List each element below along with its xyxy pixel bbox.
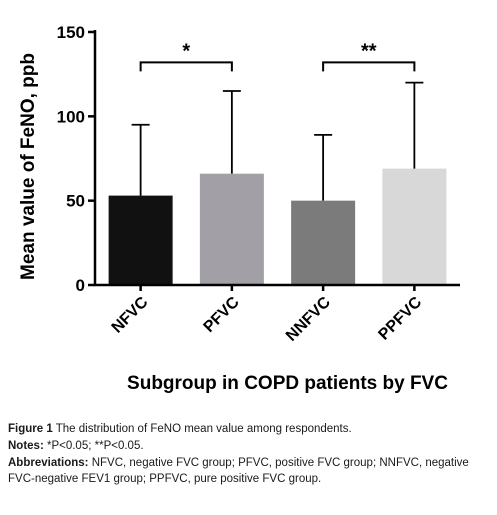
notes-label: Notes:: [8, 440, 44, 452]
significance-bracket: [139, 61, 233, 72]
figure-caption: Figure 1 The distribution of FeNO mean v…: [8, 421, 492, 437]
figure-text: The distribution of FeNO mean value amon…: [55, 423, 352, 435]
bar-ppfvc: [382, 168, 447, 285]
notes-line: Notes: *P<0.05; **P<0.05.: [8, 438, 492, 454]
y-tick-label: 0: [76, 276, 85, 295]
x-tick-label: PPFVC: [375, 293, 425, 343]
significance-label: *: [182, 40, 190, 62]
abbreviations-text: NFVC, negative FVC group; PFVC, positive…: [8, 457, 469, 485]
y-tick-label: 100: [57, 107, 85, 126]
bar-pfvc: [199, 173, 264, 285]
abbreviations-line: Abbreviations: NFVC, negative FVC group;…: [8, 455, 492, 487]
notes-text: *P<0.05; **P<0.05.: [46, 440, 144, 452]
abbreviations-label: Abbreviations:: [8, 457, 89, 469]
x-axis-label: Subgroup in COPD patients by FVC: [127, 373, 448, 394]
x-tick-label: NFVC: [109, 293, 152, 336]
figure-label: Figure 1: [8, 423, 53, 435]
bars: [108, 81, 447, 285]
y-axis-ticks: 0 50 100 150: [57, 23, 95, 295]
significance-bracket: [322, 61, 416, 72]
significance-brackets: * **: [139, 40, 416, 72]
significance-label: **: [361, 40, 377, 62]
y-tick-label: 150: [57, 23, 85, 42]
bar-nnfvc: [291, 200, 356, 285]
y-axis-label: Mean value of FeNO, ppb: [18, 53, 39, 280]
y-tick-label: 50: [66, 192, 85, 211]
x-tick-label: PFVC: [201, 293, 244, 336]
x-tick-label: NNFVC: [283, 293, 334, 344]
bar-nfvc: [108, 195, 173, 285]
x-axis-ticks: NFVC PFVC NNFVC PPFVC: [109, 285, 426, 345]
